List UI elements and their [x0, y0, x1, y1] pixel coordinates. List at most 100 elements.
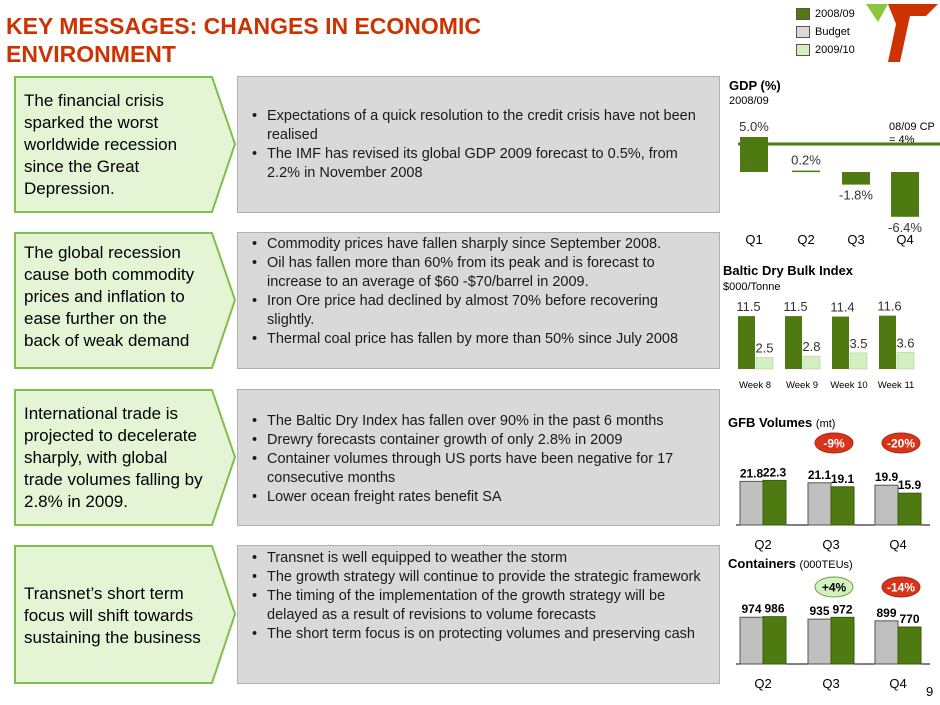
baltic-bar-2008-09 — [832, 316, 849, 369]
gfb-tick-label: Q2 — [754, 537, 771, 552]
baltic-data-label: 2.8 — [802, 339, 820, 354]
bullet-item: Thermal coal price has fallen by more th… — [250, 330, 709, 349]
baltic-tick-label: Week 10 — [830, 380, 867, 391]
containers-chart: 974 986 Q2 935 972 Q3 899 770 Q4 +4% -14% — [736, 576, 930, 691]
bullet-item: The timing of the implementation of the … — [250, 587, 709, 625]
message-4-wrap: Transnet’s short term focus will shift t… — [14, 545, 236, 684]
gfb-change-badge-text: -20% — [887, 437, 915, 451]
bullet-item: Expectations of a quick resolution to th… — [250, 107, 709, 145]
containers-data-label: 974 — [741, 602, 761, 616]
logo-red-t-icon — [888, 4, 938, 62]
gfb-data-label: 19.9 — [875, 470, 899, 484]
gdp-data-label: 0.2% — [791, 153, 821, 168]
bullet-item: Container volumes through US ports have … — [250, 450, 709, 488]
gdp-tick-label: Q4 — [896, 232, 913, 247]
gfb-chart: 21.8 22.3 Q2 21.1 19.1 Q3 19.915.9 Q4 -9% -20% — [736, 432, 930, 552]
legend-swatch — [796, 8, 810, 20]
gdp-reference-label-line1: 08/09 CP — [889, 121, 935, 133]
legend-label: 2008/09 — [815, 8, 855, 20]
containers-data-label: 935 — [809, 604, 829, 618]
containers-data-label: 972 — [832, 602, 852, 616]
gdp-tick-label: Q2 — [797, 232, 814, 247]
gfb-change-badge — [814, 432, 854, 454]
baltic-tick-label: Week 9 — [786, 380, 818, 391]
baltic-bar-2008-09 — [738, 316, 755, 369]
gfb-bar-2008-09 — [830, 486, 855, 526]
message-2-wrap: The global recession cause both commodit… — [14, 232, 236, 369]
gfb-tick-label: Q4 — [889, 537, 906, 552]
message-1-text: The financial crisis sparked the worst w… — [24, 91, 178, 198]
baltic-data-label: 3.5 — [849, 336, 867, 351]
containers-bar-2008-09 — [762, 616, 787, 665]
baltic-tick-label: Week 8 — [739, 380, 771, 391]
containers-tick-label: Q3 — [822, 676, 839, 691]
gdp-chart: 5.0% Q1 0.2% Q2 -1.8% Q3 -6.4%Q4 — [738, 119, 940, 247]
gdp-bar-q3 — [842, 172, 870, 185]
page-number: 9 — [926, 684, 934, 699]
containers-bar-2008-09 — [897, 626, 922, 665]
bullet-item: The IMF has revised its global GDP 2009 … — [250, 145, 709, 183]
gfb-data-label: 15.9 — [898, 478, 922, 492]
baltic-tick-label: Week 11 — [878, 380, 915, 391]
logo-green-triangle-icon — [866, 4, 888, 22]
gdp-bar-q1 — [740, 137, 768, 172]
baltic-data-label: 11.6 — [877, 299, 901, 314]
baltic-chart: 11.5 2.5 Week 8 11.5 2.8 Week 9 11.4 3.5 Week 10… — [736, 299, 915, 391]
gfb-chart-title-text: GFB Volumes — [728, 415, 813, 430]
containers-change-badge-text: -14% — [887, 581, 915, 595]
legend-swatch — [796, 26, 810, 38]
bullet-item: Oil has fallen more than 60% from its pe… — [250, 254, 709, 292]
gfb-data-label: 22.3 — [763, 465, 787, 479]
gfb-change-badge — [881, 432, 921, 454]
message-arrow-1 — [14, 76, 236, 213]
containers-change-badge — [881, 576, 921, 598]
baltic-chart-title: Baltic Dry Bulk Index — [723, 263, 854, 278]
gdp-data-label: -6.4% — [888, 220, 922, 235]
containers-data-label: 770 — [899, 612, 919, 626]
gdp-chart-subtitle: 2008/09 — [729, 95, 769, 107]
containers-bar-budget — [739, 616, 764, 665]
message-4-text: Transnet’s short term focus will shift t… — [24, 584, 201, 647]
bullet-item: The growth strategy will continue to pro… — [250, 568, 709, 587]
gfb-bar-budget — [739, 480, 764, 526]
gfb-bar-2008-09 — [897, 492, 922, 526]
baltic-bar-2009-10 — [896, 352, 915, 370]
containers-bar-budget — [807, 618, 832, 665]
containers-tick-label: Q2 — [754, 676, 771, 691]
gfb-data-label: 21.1 — [808, 468, 832, 482]
page-title: KEY MESSAGES: CHANGES IN ECONOMIC ENVIRO… — [6, 13, 481, 67]
containers-chart-title-text: Containers — [728, 556, 796, 571]
legend-item-2008-09: 2008/09 — [796, 6, 855, 22]
legend: 2008/09 Budget 2009/10 — [796, 6, 855, 60]
gdp-tick-label: Q3 — [847, 232, 864, 247]
message-3-text: International trade is projected to dece… — [24, 404, 203, 511]
gfb-bar-budget — [874, 484, 899, 526]
gfb-data-label: 19.1 — [831, 472, 855, 486]
message-2-text: The global recession cause both commodit… — [24, 243, 195, 350]
baltic-data-label: 11.5 — [736, 299, 760, 314]
baltic-data-label: 3.6 — [896, 335, 914, 350]
message-1-wrap: The financial crisis sparked the worst w… — [14, 76, 236, 213]
baltic-data-label: 2.5 — [755, 341, 773, 356]
gfb-chart-unit: (mt) — [815, 418, 836, 430]
message-3-wrap: International trade is projected to dece… — [14, 389, 236, 526]
containers-bar-budget — [874, 620, 899, 665]
containers-chart-unit: (000TEUs) — [799, 559, 853, 571]
bullet-item: Iron Ore price had declined by almost 70… — [250, 292, 709, 330]
containers-data-label: 986 — [764, 602, 784, 616]
gdp-bar-q2 — [792, 170, 820, 173]
gfb-chart-title: GFB Volumes (mt) — [728, 415, 835, 430]
bullet-item: Lower ocean freight rates benefit SA — [250, 488, 709, 507]
legend-swatch — [796, 44, 810, 56]
containers-change-badge-text: +4% — [822, 581, 847, 595]
gdp-data-label: 5.0% — [739, 119, 769, 134]
bullet-panel-1: Expectations of a quick resolution to th… — [237, 76, 720, 213]
baltic-data-label: 11.5 — [783, 299, 807, 314]
baltic-bar-2009-10 — [755, 357, 774, 370]
message-arrow-4 — [14, 545, 236, 684]
gdp-tick-label: Q1 — [745, 232, 762, 247]
company-logo — [866, 4, 938, 62]
gfb-change-badge-text: -9% — [823, 437, 845, 451]
containers-change-badge — [814, 576, 854, 598]
legend-label: Budget — [815, 26, 850, 38]
